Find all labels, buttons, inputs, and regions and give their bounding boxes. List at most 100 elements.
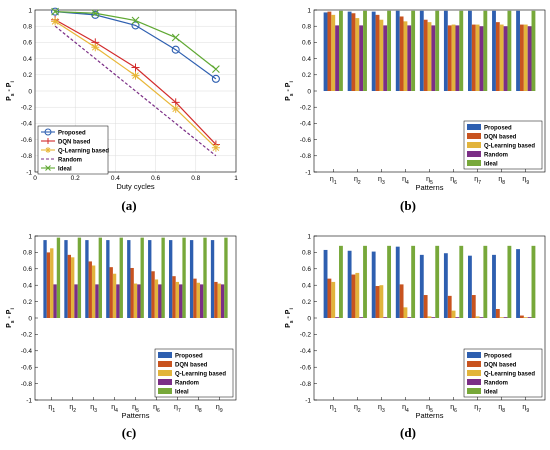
legend-label-d: Q-Learning based xyxy=(484,371,535,377)
bar-d-ideal xyxy=(387,245,391,318)
bar-b-q-learning-based xyxy=(475,24,480,91)
bar-c-ideal xyxy=(140,237,144,318)
y-tick-label-b: 0.6 xyxy=(302,40,311,47)
legend-swatch-c xyxy=(158,370,172,376)
data-point-proposed xyxy=(171,45,180,54)
legend-label-b: Proposed xyxy=(484,125,512,131)
bar-b-dqn-based xyxy=(447,25,452,91)
bar-d-q-learning-based xyxy=(523,317,528,318)
y-tick-label-d: -0.6 xyxy=(300,365,312,372)
y-tick-label-c: -0.4 xyxy=(21,348,33,355)
x-tick-label-a: 0.6 xyxy=(151,175,160,182)
y-tick-label-a: -0.2 xyxy=(21,105,33,112)
bar-b-ideal xyxy=(411,10,416,92)
bar-d-ideal xyxy=(339,245,343,318)
bar-c-random xyxy=(220,284,225,318)
bar-c-q-learning-based xyxy=(196,282,200,318)
bar-c-q-learning-based xyxy=(91,265,96,318)
bar-d-proposed xyxy=(419,254,424,318)
legend-swatch-b xyxy=(467,151,481,157)
y-tick-label-d: -0.4 xyxy=(300,348,312,355)
bar-d-dqn-based xyxy=(327,278,332,318)
y-tick-label-c: 0 xyxy=(28,315,32,322)
legend-label-c: DQN based xyxy=(175,362,208,368)
legend-swatch-d xyxy=(467,361,481,367)
bar-d-ideal xyxy=(435,245,440,318)
legend-swatch-b xyxy=(467,124,481,130)
bar-d-random xyxy=(503,317,508,318)
plot-frame-a xyxy=(34,9,237,173)
x-tick-label-b: η2 xyxy=(354,176,361,186)
caption-c: (c) xyxy=(121,425,137,440)
bar-d-ideal xyxy=(459,245,464,318)
data-point-ideal xyxy=(91,9,100,18)
y-tick-label-b: -0.4 xyxy=(300,121,312,128)
y-tick-label-d: -0.2 xyxy=(300,332,312,339)
x-tick-label-d: η9 xyxy=(522,404,529,414)
y-tick-label-c: 0.4 xyxy=(23,283,32,290)
y-tick-label-c: 0.6 xyxy=(23,266,32,273)
y-tick-label-d: 1 xyxy=(307,233,311,240)
bar-c-proposed xyxy=(148,240,152,318)
bar-b-proposed xyxy=(443,10,448,92)
legend-swatch-b xyxy=(467,160,481,166)
bar-c-random xyxy=(158,284,162,318)
data-point-q-learning-based xyxy=(171,104,180,113)
legend-swatch-d xyxy=(467,388,481,394)
x-tick-label-d: η6 xyxy=(450,404,457,414)
bar-c-ideal xyxy=(77,237,82,318)
bar-b-dqn-based xyxy=(375,14,380,91)
x-tick-label-c: η4 xyxy=(111,404,118,414)
bar-c-random xyxy=(74,284,78,318)
y-tick-label-c: 1 xyxy=(28,233,32,240)
x-axis-label-c: Patterns xyxy=(122,411,150,420)
x-tick-label-c: η3 xyxy=(90,404,97,414)
bar-c-dqn-based xyxy=(109,267,113,318)
y-tick-label-b: -1 xyxy=(305,169,311,176)
bar-d-proposed xyxy=(468,255,472,318)
bar-d-dqn-based xyxy=(519,315,524,318)
bar-c-random xyxy=(116,284,120,318)
bar-b-dqn-based xyxy=(327,11,332,91)
legend-marker-a xyxy=(44,128,52,136)
bar-d-random xyxy=(479,317,484,318)
legend-swatch-c xyxy=(158,388,172,394)
x-tick-label-a: 0.2 xyxy=(71,175,80,182)
bar-d-random xyxy=(455,317,460,318)
bar-b-dqn-based xyxy=(471,24,476,91)
legend-label-b: Q-Learning based xyxy=(484,143,535,149)
bar-d-random xyxy=(431,317,436,318)
x-tick-label-d: η8 xyxy=(498,404,505,414)
bar-d-q-learning-based xyxy=(379,285,384,318)
bar-c-dqn-based xyxy=(88,261,92,318)
bar-d-dqn-based xyxy=(399,284,404,318)
bar-c-proposed xyxy=(106,240,110,318)
data-point-dqn-based xyxy=(131,63,140,72)
y-tick-label-a: 0 xyxy=(28,88,32,95)
bar-b-dqn-based xyxy=(399,16,404,92)
bar-b-q-learning-based xyxy=(355,18,360,92)
bar-d-ideal xyxy=(531,245,536,318)
bar-d-dqn-based xyxy=(375,286,380,318)
legend-swatch-b xyxy=(467,142,481,148)
x-tick-label-d: η4 xyxy=(402,404,409,414)
legend-label-c: Random xyxy=(175,380,199,386)
y-tick-label-b: 0.4 xyxy=(302,56,311,63)
bar-d-q-learning-based xyxy=(475,316,480,318)
data-point-q-learning-based xyxy=(51,17,60,26)
bar-c-random xyxy=(53,284,57,318)
bar-c-dqn-based xyxy=(193,278,197,318)
legend-label-b: DQN based xyxy=(484,134,517,140)
y-tick-label-a: -0.6 xyxy=(21,137,33,144)
bar-b-q-learning-based xyxy=(523,24,528,91)
bar-d-proposed xyxy=(323,249,328,318)
x-tick-label-c: η1 xyxy=(48,404,55,414)
data-point-q-learning-based xyxy=(91,43,100,52)
bar-d-q-learning-based xyxy=(451,310,456,318)
bar-c-random xyxy=(199,284,204,318)
x-axis-label-d: Patterns xyxy=(416,411,444,420)
data-point-proposed xyxy=(91,10,100,19)
bar-c-proposed xyxy=(189,240,194,318)
